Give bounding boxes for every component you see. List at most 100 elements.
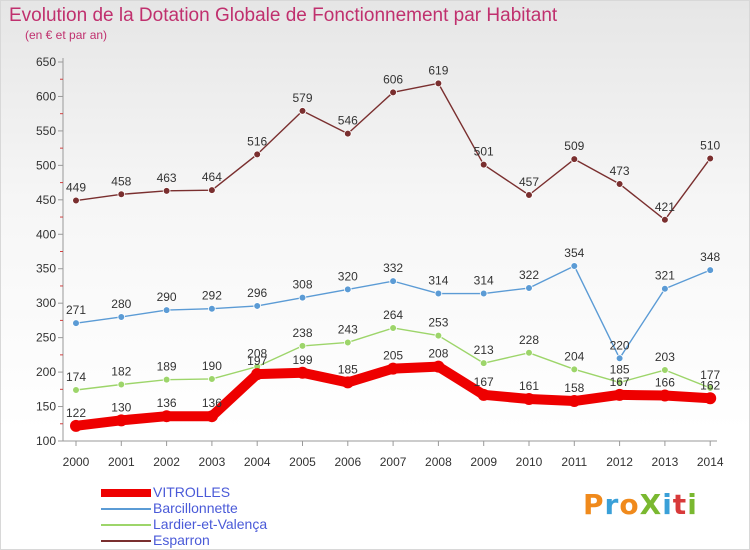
data-point-lardier-et-valenca [162,375,171,384]
data-point-lardier-et-valenca [570,365,579,374]
x-tick-label: 2004 [244,455,271,469]
x-tick-label: 2013 [652,455,679,469]
chart-title: Evolution de la Dotation Globale de Fonc… [9,5,558,26]
data-point-barcillonnette [208,304,216,313]
data-point-barcillonnette [615,354,624,363]
data-point-vitrolles [205,410,218,423]
y-tick-label: 450 [36,193,56,207]
data-label-esparron: 421 [655,200,675,214]
data-label-esparron: 464 [202,170,222,184]
data-point-esparron [615,180,624,188]
data-label-esparron: 501 [474,145,494,159]
x-tick-label: 2005 [289,455,316,469]
logo-letter: t [672,488,688,521]
legend-swatch-esparron [101,540,151,542]
legend-swatch-lardier-et-valenca [101,524,151,526]
data-point-esparron [706,154,714,163]
data-label-vitrolles: 166 [655,376,675,390]
proxiti-logo: ProXiti [583,488,698,521]
data-label-esparron: 449 [66,181,86,195]
data-point-esparron [117,190,126,199]
data-label-vitrolles: 208 [428,347,448,361]
data-label-barcillonnette: 321 [655,269,675,283]
data-point-vitrolles [658,389,671,402]
data-label-barcillonnette: 320 [338,269,358,283]
data-label-vitrolles: 158 [564,381,584,395]
data-point-vitrolles [296,366,309,379]
data-point-lardier-et-valenca [661,366,669,374]
data-label-esparron: 516 [247,134,267,148]
data-label-esparron: 509 [564,139,584,153]
data-point-lardier-et-valenca [343,338,352,347]
y-tick-label: 600 [36,89,56,103]
data-label-lardier-et-valenca: 243 [338,322,358,336]
data-label-esparron: 579 [292,91,312,105]
data-label-vitrolles: 136 [157,396,177,410]
legend-swatch-vitrolles [101,489,151,497]
x-tick-label: 2001 [108,455,135,469]
data-label-lardier-et-valenca: 182 [111,364,131,378]
data-point-vitrolles [160,410,173,423]
data-label-barcillonnette: 271 [66,303,86,317]
x-tick-label: 2010 [516,455,543,469]
data-point-esparron [343,129,352,138]
y-tick-label: 500 [36,158,56,172]
x-tick-label: 2009 [470,455,497,469]
data-point-esparron [434,79,443,88]
data-label-esparron: 606 [383,72,403,86]
y-tick-label: 400 [36,227,56,241]
data-label-lardier-et-valenca: 204 [564,349,584,363]
data-point-barcillonnette [570,262,579,270]
data-label-lardier-et-valenca: 203 [655,350,675,364]
data-label-vitrolles: 167 [610,375,630,389]
data-label-vitrolles: 167 [474,375,494,389]
logo-letter: i [662,488,673,521]
data-label-vitrolles: 161 [519,379,539,393]
data-point-vitrolles [704,392,717,405]
legend-label-esparron: Esparron [153,532,210,548]
y-tick-label: 200 [36,365,56,379]
data-point-esparron [570,155,579,163]
data-label-barcillonnette: 322 [519,268,539,282]
x-tick-label: 2014 [697,455,724,469]
data-point-barcillonnette [253,302,262,310]
data-point-esparron [525,191,533,199]
data-label-barcillonnette: 354 [564,246,584,260]
y-tick-label: 250 [36,331,56,345]
y-tick-label: 550 [36,124,56,138]
data-point-barcillonnette [661,284,669,293]
data-label-esparron: 619 [428,63,448,77]
legend-label-lardier-et-valenca: Lardier-et-Valença [153,516,268,532]
data-label-barcillonnette: 314 [428,274,448,288]
x-tick-label: 2002 [153,455,180,469]
data-point-esparron [479,160,488,169]
data-label-lardier-et-valenca: 174 [66,370,86,384]
data-label-lardier-et-valenca: 264 [383,308,403,322]
data-label-esparron: 458 [111,174,131,188]
data-point-lardier-et-valenca [298,342,307,350]
data-point-barcillonnette [434,289,443,298]
data-point-barcillonnette [706,266,714,274]
data-point-vitrolles [432,360,445,373]
y-tick-label: 150 [36,400,56,414]
data-point-esparron [208,186,216,194]
y-tick-label: 350 [36,262,56,276]
data-label-barcillonnette: 290 [157,290,177,304]
data-point-lardier-et-valenca [117,380,126,389]
data-point-vitrolles [70,419,82,432]
data-point-vitrolles [523,392,535,405]
data-label-esparron: 510 [700,138,720,152]
data-label-vitrolles: 162 [700,378,720,392]
x-tick-label: 2012 [606,455,633,469]
data-labels-layer: 271 280 290 292 296 308 320 332 314 314 322 354 220 3… [66,63,721,419]
x-tick-label: 2000 [63,455,90,469]
data-point-lardier-et-valenca [706,384,714,392]
data-label-lardier-et-valenca: 213 [474,343,494,357]
data-point-barcillonnette [479,289,488,298]
data-point-lardier-et-valenca [389,324,397,332]
chart-axes: 100 150 200 250 300 350 400 450 500 550 600 650 2000… [36,55,724,469]
data-point-vitrolles [477,388,490,401]
data-point-lardier-et-valenca [208,375,216,383]
